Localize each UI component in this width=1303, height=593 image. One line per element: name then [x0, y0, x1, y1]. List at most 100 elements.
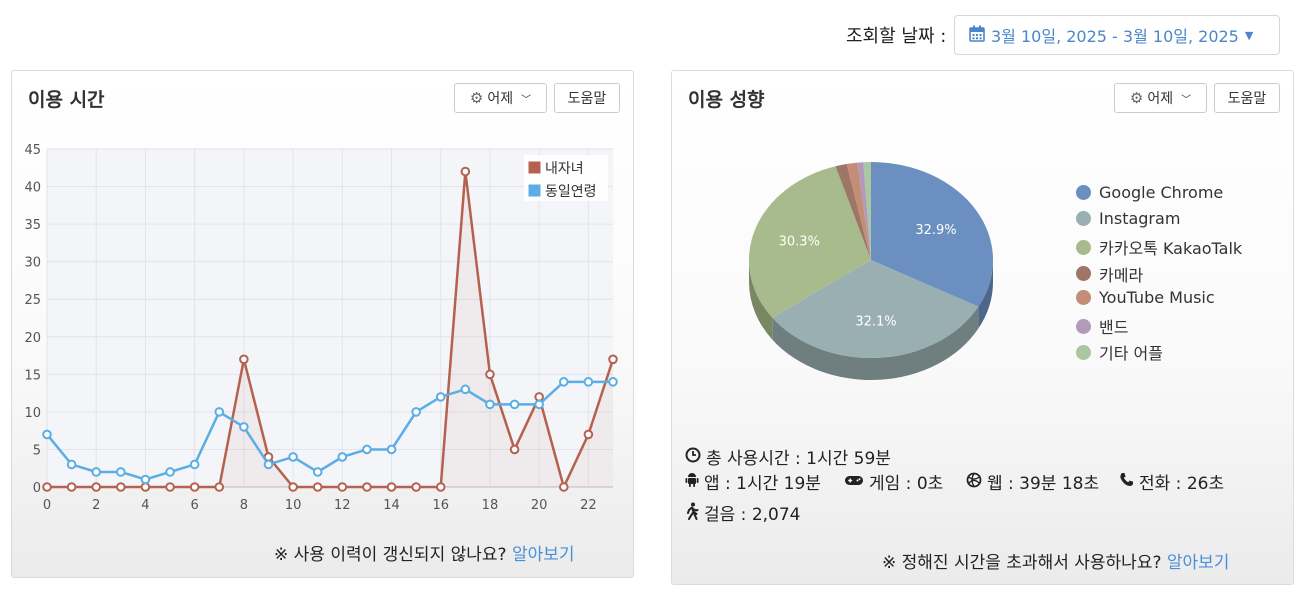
- pie-slice[interactable]: [846, 162, 871, 260]
- right-footer-text: ※ 정해진 시간을 초과해서 사용하나요?: [882, 553, 1162, 573]
- data-point: [583, 429, 594, 440]
- left-learn-more-link[interactable]: 알아보기: [511, 545, 575, 565]
- data-point: [312, 482, 323, 492]
- legend-label: YouTube Music: [1099, 287, 1215, 307]
- data-point: [534, 392, 544, 402]
- data-point: [608, 354, 618, 365]
- caret-down-icon: ▼: [1244, 28, 1254, 42]
- y-tick-label: 35: [24, 218, 41, 233]
- phone-usage-stat: 전화 : 26초: [1119, 469, 1224, 494]
- data-point: [165, 482, 175, 492]
- day-select-label: 어제: [487, 91, 514, 107]
- y-tick-label: 40: [24, 181, 41, 196]
- x-tick-label: 18: [482, 498, 499, 513]
- legend-swatch: [1076, 289, 1091, 305]
- data-point: [91, 467, 102, 477]
- legend-label: 동일연령: [545, 184, 597, 200]
- pie-legend-item[interactable]: 기타 어플: [1076, 340, 1163, 364]
- data-point: [509, 399, 520, 410]
- x-tick-label: 22: [580, 498, 597, 513]
- pie-slice[interactable]: [857, 162, 871, 260]
- pie-slice-label: 32.1%: [855, 315, 896, 330]
- data-point: [165, 467, 175, 477]
- x-tick-label: 20: [531, 498, 548, 513]
- data-point: [386, 444, 397, 455]
- y-tick-label: 15: [24, 368, 41, 383]
- clock-icon: [685, 447, 701, 467]
- pie-slice[interactable]: [749, 166, 871, 318]
- y-tick-label: 0: [33, 481, 41, 496]
- pie-slice-side: [772, 306, 979, 380]
- total-usage-stat: 총 사용시간 : 1시간 59분: [685, 444, 891, 469]
- data-point: [534, 399, 544, 410]
- walking-icon: [685, 502, 699, 524]
- pie-slice-label: 30.3%: [779, 235, 820, 250]
- data-point: [42, 482, 52, 492]
- x-tick-label: 8: [240, 498, 248, 513]
- data-point: [214, 407, 225, 417]
- data-point: [362, 444, 372, 455]
- series-same-age: [42, 377, 618, 485]
- data-point: [189, 459, 200, 470]
- day-select-button[interactable]: ⚙ 어제 ﹀: [1114, 83, 1207, 113]
- legend-label: 기타 어플: [1099, 344, 1163, 364]
- pie-slice[interactable]: [863, 162, 871, 260]
- data-point: [509, 444, 520, 455]
- data-point: [140, 482, 151, 492]
- plot-area: [47, 149, 613, 487]
- data-point: [485, 399, 495, 410]
- legend-label: 카카오톡 KakaoTalk: [1099, 239, 1243, 259]
- data-point: [66, 459, 77, 470]
- legend-swatch: [1076, 266, 1091, 282]
- day-select-button[interactable]: ⚙ 어제 ﹀: [454, 83, 547, 113]
- pie-legend-item[interactable]: Google Chrome: [1076, 183, 1223, 202]
- game-usage-text: 게임 : 0초: [869, 474, 944, 494]
- legend-label: Google Chrome: [1099, 183, 1224, 202]
- series-own-child: [42, 166, 618, 492]
- pie-legend-item[interactable]: YouTube Music: [1076, 288, 1215, 307]
- right-learn-more-link[interactable]: 알아보기: [1166, 553, 1230, 573]
- legend-swatch: [1076, 239, 1091, 255]
- pie-slice[interactable]: [772, 260, 979, 358]
- left-footer: ※ 사용 이력이 갱신되지 않나요? 알아보기: [274, 540, 575, 565]
- y-tick-label: 25: [24, 293, 41, 308]
- total-usage-text: 총 사용시간 : 1시간 59분: [706, 449, 891, 469]
- panel-title: 이용 성향: [688, 89, 765, 111]
- data-point: [411, 407, 421, 417]
- app-usage-stat: 앱 : 1시간 19분: [685, 469, 821, 494]
- pie-slice[interactable]: [835, 163, 871, 260]
- pie-slice[interactable]: [871, 162, 993, 307]
- x-tick-label: 0: [43, 498, 51, 513]
- calendar-icon: [969, 25, 985, 46]
- data-point: [337, 482, 348, 492]
- data-point: [485, 369, 495, 380]
- left-footer-text: ※ 사용 이력이 갱신되지 않나요?: [274, 545, 507, 565]
- x-tick-label: 2: [92, 498, 100, 513]
- x-tick-label: 16: [432, 498, 449, 513]
- data-point: [558, 377, 569, 387]
- pie-legend-item[interactable]: Instagram: [1076, 209, 1180, 228]
- pie-legend-item[interactable]: 밴드: [1076, 314, 1128, 338]
- game-usage-stat: 게임 : 0초: [844, 469, 943, 494]
- x-tick-label: 14: [383, 498, 400, 513]
- data-point: [312, 467, 323, 477]
- data-point: [42, 429, 52, 440]
- data-point: [91, 482, 102, 492]
- pie-legend-item[interactable]: 카카오톡 KakaoTalk: [1076, 235, 1242, 259]
- steps-text: 걸음 : 2,074: [704, 505, 801, 525]
- data-point: [608, 377, 618, 387]
- date-range-picker[interactable]: 3월 10일, 2025 - 3월 10일, 2025 ▼: [954, 15, 1280, 55]
- data-point: [66, 482, 77, 492]
- pie-legend-item[interactable]: 카메라: [1076, 262, 1143, 286]
- date-range-value: 3월 10일, 2025 - 3월 10일, 2025: [991, 27, 1239, 46]
- y-tick-label: 5: [33, 443, 41, 458]
- y-tick-label: 20: [24, 331, 41, 346]
- help-button[interactable]: 도움말: [1214, 83, 1280, 113]
- help-button[interactable]: 도움말: [554, 83, 620, 113]
- data-point: [263, 459, 274, 470]
- data-point: [288, 482, 298, 492]
- x-tick-label: 12: [334, 498, 351, 513]
- x-tick-label: 10: [285, 498, 302, 513]
- data-point: [460, 384, 471, 395]
- usage-time-panel: 이용 시간 ⚙ 어제 ﹀ 도움말 0 5 10 15 20 25 30 35 40 45 0 2 4 6…: [11, 70, 634, 578]
